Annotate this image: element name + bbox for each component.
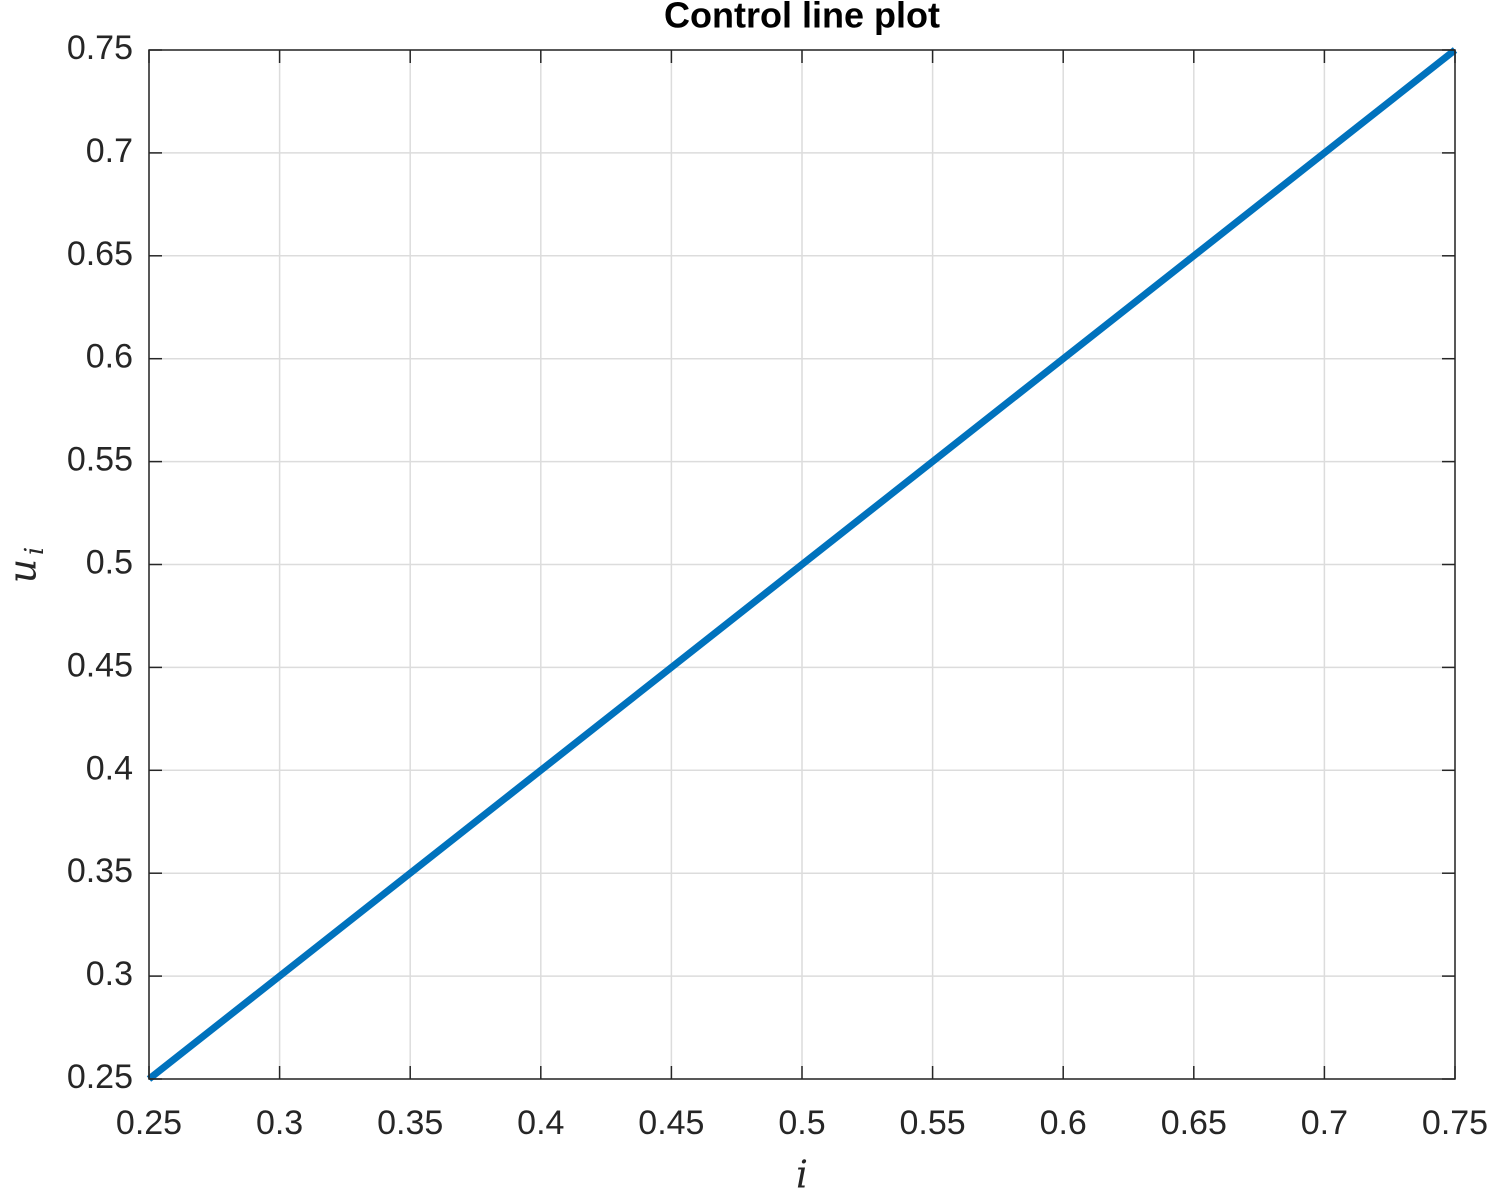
x-tick-label: 0.3: [256, 1104, 303, 1142]
x-tick-label: 0.45: [638, 1104, 704, 1142]
x-tick-label: 0.65: [1161, 1104, 1227, 1142]
chart-title: Control line plot: [664, 0, 940, 36]
y-axis-label-base: u: [1, 559, 45, 583]
x-tick-label: 0.6: [1040, 1104, 1087, 1142]
x-tick-label: 0.25: [116, 1104, 182, 1142]
y-tick-label: 0.65: [67, 235, 133, 273]
x-tick-label: 0.35: [377, 1104, 443, 1142]
y-tick-label: 0.25: [67, 1058, 133, 1096]
y-tick-label: 0.5: [86, 543, 133, 581]
y-tick-label: 0.55: [67, 441, 133, 479]
y-tick-label: 0.7: [86, 132, 133, 170]
y-tick-label: 0.6: [86, 338, 133, 376]
x-tick-label: 0.7: [1301, 1104, 1348, 1142]
y-tick-label: 0.35: [67, 852, 133, 890]
y-tick-label: 0.75: [67, 29, 133, 67]
y-tick-label: 0.45: [67, 646, 133, 684]
x-tick-label: 0.75: [1422, 1104, 1488, 1142]
y-axis-label: u i: [1, 547, 51, 583]
x-tick-label: 0.5: [778, 1104, 825, 1142]
y-tick-label: 0.3: [86, 955, 133, 993]
x-axis-label: i: [796, 1153, 808, 1197]
x-tick-label: 0.4: [517, 1104, 564, 1142]
y-axis-label-subscript: i: [20, 547, 50, 555]
x-tick-label: 0.55: [900, 1104, 966, 1142]
marks: [146, 47, 1458, 1082]
y-tick-label: 0.4: [86, 749, 133, 787]
data-line: [146, 47, 1458, 1082]
